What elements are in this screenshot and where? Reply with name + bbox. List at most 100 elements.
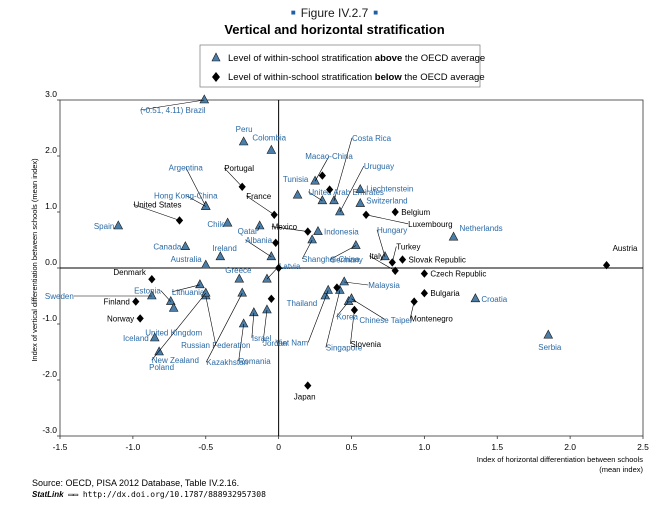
leader-line bbox=[339, 165, 365, 213]
triangle-point bbox=[266, 144, 277, 154]
diamond-point bbox=[272, 238, 280, 247]
point-label: Italy bbox=[369, 252, 384, 261]
point-label: Portugal bbox=[224, 164, 254, 173]
triangle-point bbox=[199, 94, 210, 104]
diamond-point bbox=[410, 297, 418, 306]
point-label: Belgium bbox=[401, 208, 430, 217]
triangle-point bbox=[313, 225, 323, 235]
legend-triangle-icon bbox=[211, 52, 221, 62]
footer: Source: OECD, PISA 2012 Database, Table … bbox=[32, 478, 266, 499]
point-label: Kazakhstan bbox=[206, 358, 248, 367]
leader-line bbox=[336, 301, 349, 317]
diamond-point bbox=[304, 381, 312, 390]
point-label: United Arab Emirates bbox=[308, 188, 384, 197]
triangle-point bbox=[238, 136, 249, 146]
triangle-point bbox=[470, 293, 481, 303]
leader-line bbox=[185, 167, 207, 207]
leader-line bbox=[246, 195, 275, 216]
point-label: Austria bbox=[613, 244, 638, 253]
point-label: Uruguay bbox=[364, 162, 394, 171]
point-label: Hungary bbox=[377, 226, 407, 235]
point-label: Netherlands bbox=[460, 224, 503, 233]
point-label: Sweden bbox=[45, 292, 74, 301]
statlink-url[interactable]: http://dx.doi.org/10.1787/888932957308 bbox=[82, 490, 266, 499]
leader-line bbox=[151, 293, 206, 361]
x-tick-label: 2.5 bbox=[637, 442, 649, 452]
y-tick-label: -2.0 bbox=[42, 369, 57, 379]
triangle-point bbox=[320, 290, 331, 300]
point-label: Albania bbox=[245, 236, 272, 245]
triangle-point bbox=[355, 183, 366, 193]
leader-line bbox=[140, 99, 205, 111]
leader-line bbox=[351, 298, 386, 321]
point-label: Chinese Taipei bbox=[359, 316, 412, 325]
point-label: Slovenia bbox=[350, 340, 381, 349]
triangle-point bbox=[149, 332, 160, 342]
leader-line bbox=[160, 290, 171, 302]
triangle-point bbox=[168, 302, 179, 312]
y-axis-title: Index of vertical differentiation betwee… bbox=[30, 158, 39, 362]
point-label: Canada bbox=[153, 243, 182, 252]
legend-text-below: Level of within-school stratification be… bbox=[228, 72, 485, 83]
point-label: Lithuania bbox=[172, 288, 205, 297]
point-label: Peru bbox=[236, 125, 253, 134]
point-label: Romania bbox=[239, 357, 272, 366]
diamond-point bbox=[420, 269, 428, 278]
leader-line bbox=[376, 229, 386, 257]
triangle-point bbox=[234, 273, 245, 283]
leader-line bbox=[366, 214, 409, 225]
y-tick-label: 3.0 bbox=[45, 89, 57, 99]
diamond-point bbox=[275, 263, 283, 273]
point-label: Hong Kong-China bbox=[154, 191, 218, 200]
triangle-point bbox=[262, 273, 272, 283]
point-label: Colombia bbox=[252, 133, 286, 142]
leader-line bbox=[238, 323, 244, 362]
point-label: Croatia bbox=[481, 295, 507, 304]
leader-line bbox=[350, 309, 355, 345]
triangle-point bbox=[200, 287, 211, 297]
point-label: Tunisia bbox=[283, 175, 309, 184]
statlink[interactable]: StatLink ▭▭ http://dx.doi.org/10.1787/88… bbox=[32, 490, 266, 499]
point-label: Singapore bbox=[326, 343, 363, 352]
point-label: Norway bbox=[107, 314, 134, 323]
point-label: Korea bbox=[337, 313, 359, 322]
diamond-point bbox=[136, 314, 144, 323]
x-tick-label: 1.5 bbox=[491, 442, 503, 452]
point-label: New Zealand bbox=[152, 356, 199, 365]
leader-line bbox=[257, 225, 260, 232]
point-label: Japan bbox=[294, 393, 316, 402]
point-label: Bulgaria bbox=[430, 289, 460, 298]
x-tick-label: 0.5 bbox=[346, 442, 358, 452]
statlink-icon: ▭▭ bbox=[68, 490, 79, 499]
point-label: United States bbox=[134, 200, 182, 209]
leader-line bbox=[205, 293, 243, 363]
point-label: Qatar bbox=[238, 227, 258, 236]
point-label: Czech Republic bbox=[430, 270, 486, 279]
triangle-point bbox=[195, 279, 205, 289]
triangle-point bbox=[200, 259, 211, 269]
triangle-point bbox=[307, 234, 317, 244]
point-label: Ireland bbox=[212, 244, 236, 253]
legend-diamond-icon bbox=[212, 72, 220, 82]
point-label: Germany bbox=[330, 256, 363, 265]
triangle-point bbox=[237, 287, 247, 297]
leader-line bbox=[251, 312, 255, 338]
triangle-point bbox=[238, 318, 249, 328]
point-label: Finland bbox=[104, 298, 130, 307]
x-axis-title: Index of horizontal differentiation betw… bbox=[477, 455, 644, 474]
point-label: Shanghai-China bbox=[302, 255, 360, 264]
y-tick-label: 0.0 bbox=[45, 257, 57, 267]
point-label: Argentina bbox=[169, 163, 204, 172]
leader-line bbox=[333, 137, 353, 201]
diamond-point bbox=[148, 275, 156, 284]
point-label: Indonesia bbox=[324, 228, 359, 237]
y-tick-label: -1.0 bbox=[42, 313, 57, 323]
triangle-point bbox=[254, 220, 265, 230]
point-label: Switzerland bbox=[366, 197, 407, 206]
triangle-point bbox=[335, 206, 345, 216]
statlink-label: StatLink bbox=[32, 490, 64, 499]
point-label: Turkey bbox=[396, 242, 420, 251]
leader-line bbox=[325, 290, 341, 348]
point-label: Israel bbox=[252, 334, 272, 343]
leader-line bbox=[271, 226, 308, 232]
